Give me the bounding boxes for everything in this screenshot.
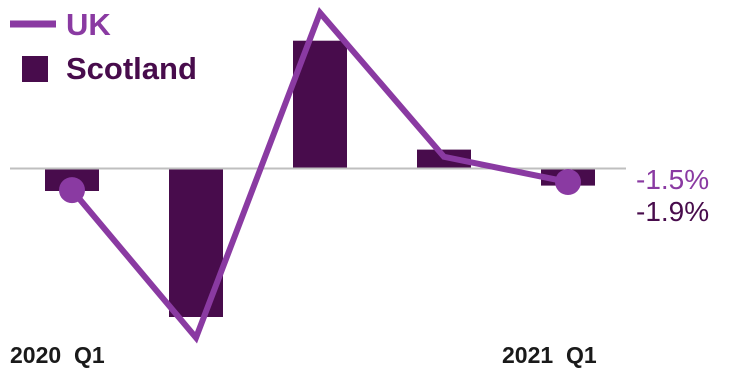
line-layer <box>59 7 581 344</box>
x-tick-label-end: 2021 Q1 <box>502 342 597 368</box>
legend: UK Scotland <box>10 7 197 86</box>
uk-point-2020-q1 <box>59 177 85 204</box>
uk-point-2021-q1 <box>555 169 581 195</box>
x-tick-label-start: 2020 Q1 <box>10 342 105 368</box>
uk-series-line <box>69 7 569 344</box>
scotland-end-value-label: -1.9% <box>636 196 709 227</box>
legend-scotland-swatch <box>22 56 48 82</box>
uk-end-value-label: -1.5% <box>636 164 709 195</box>
legend-uk-label: UK <box>66 7 111 42</box>
legend-scotland-label: Scotland <box>66 51 197 86</box>
